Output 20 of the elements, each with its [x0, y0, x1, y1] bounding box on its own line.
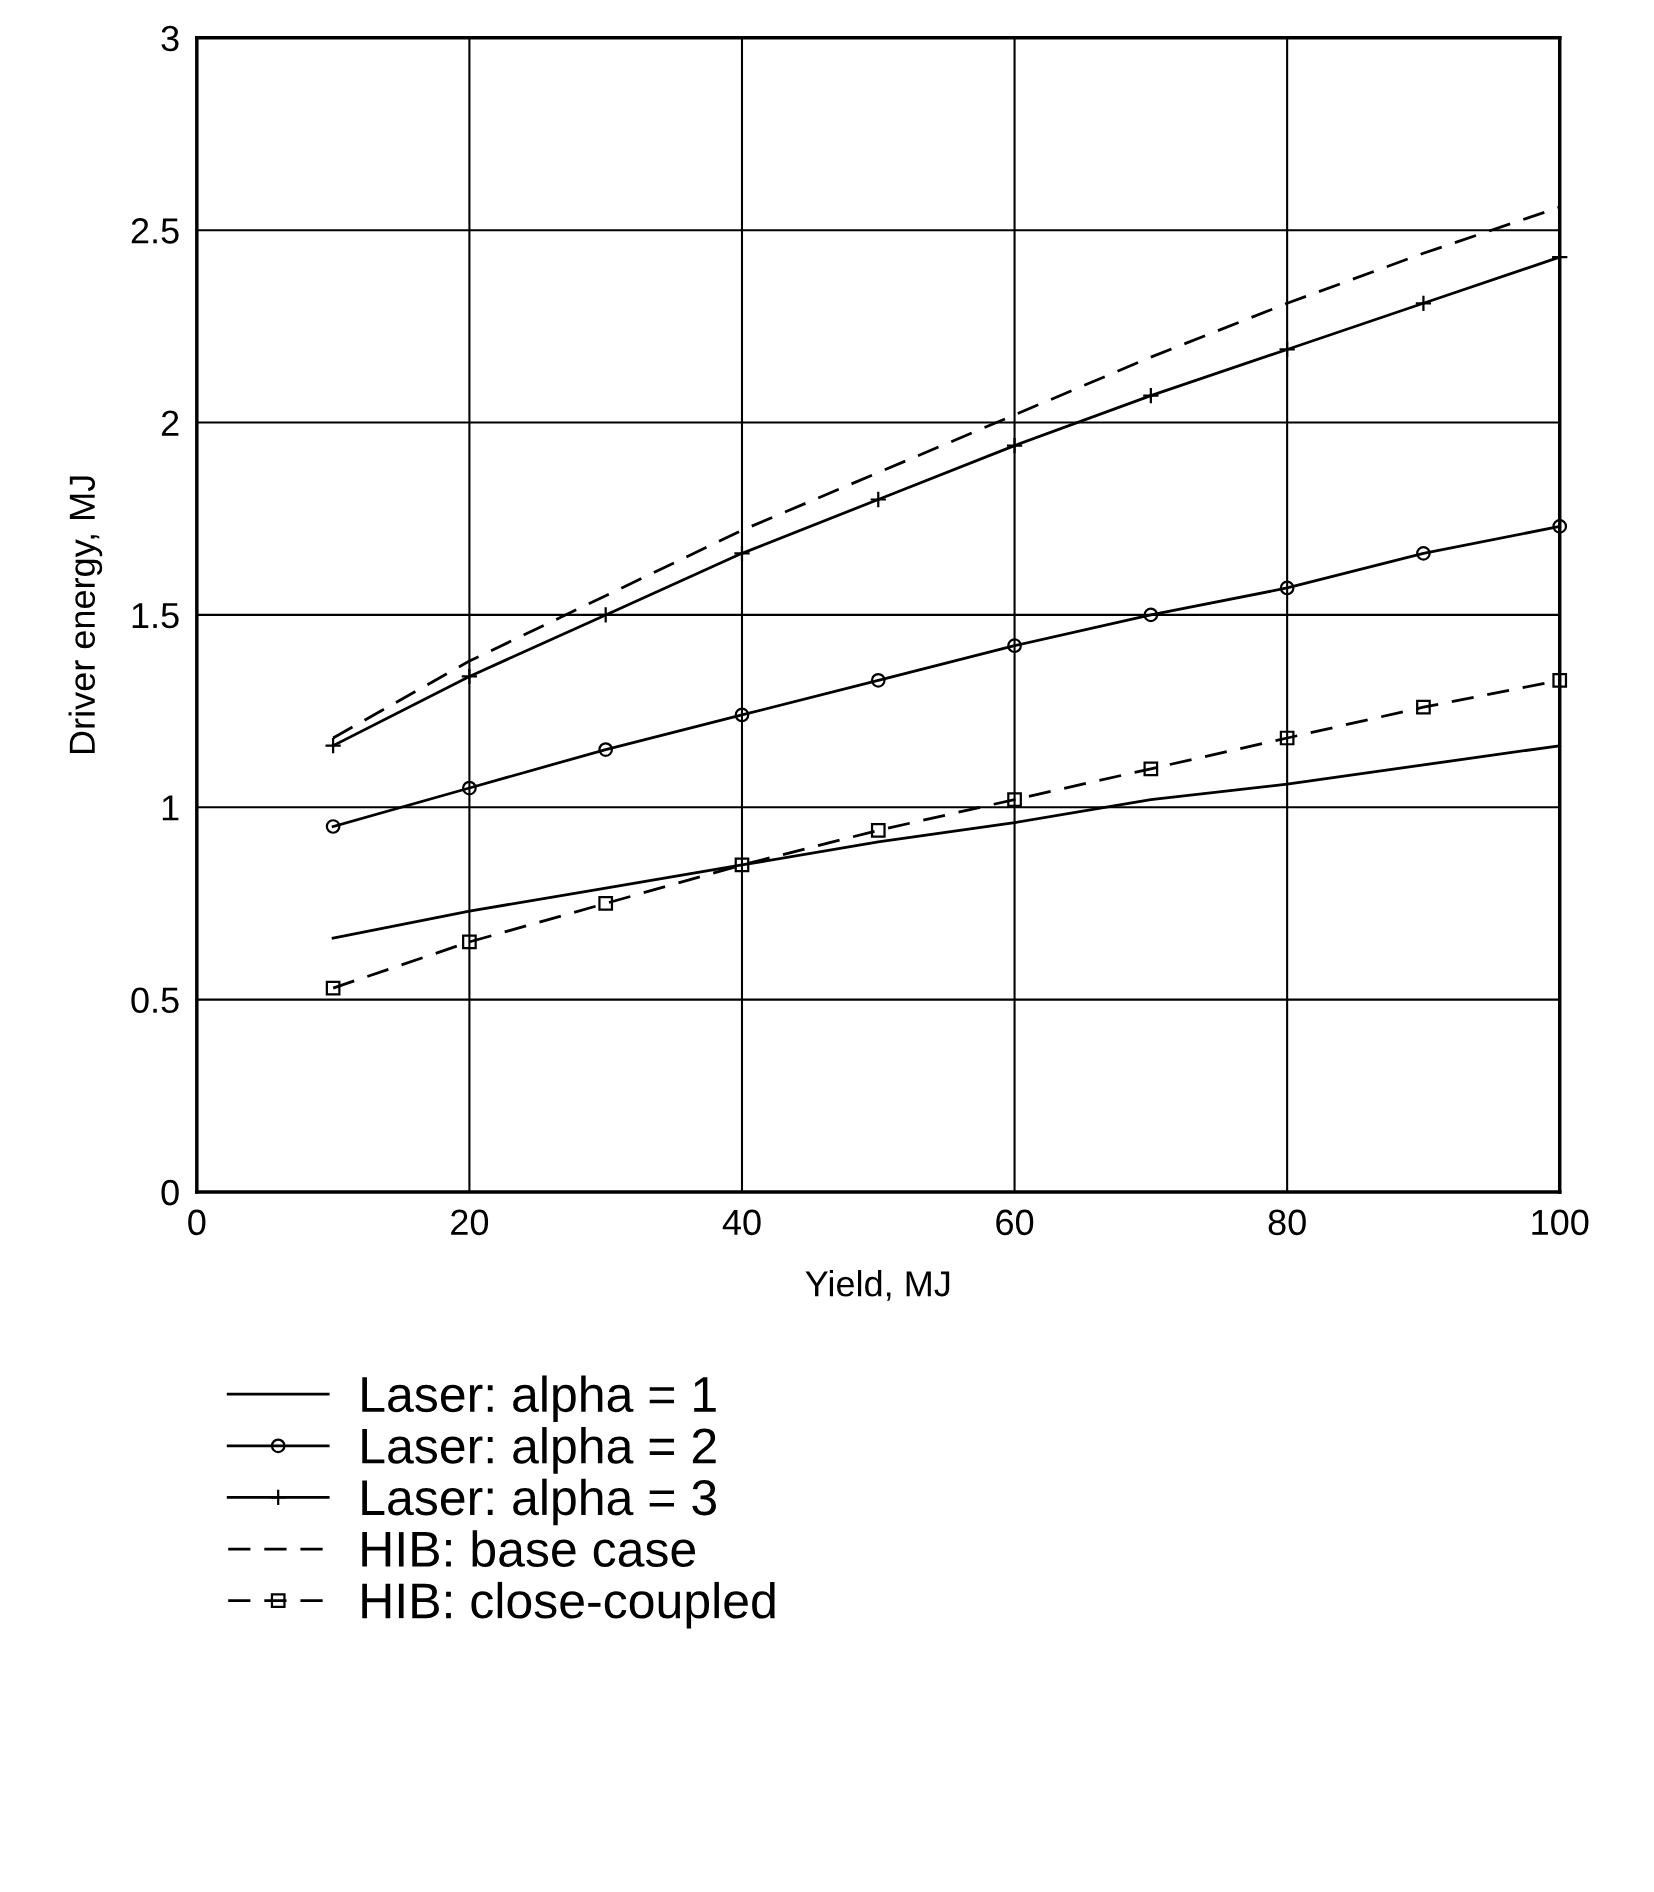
y-tick-label: 2 — [161, 410, 179, 436]
y-axis-title: Driver energy, MJ — [68, 476, 103, 754]
legend-label: Laser: alpha = 2 — [362, 1427, 716, 1474]
y-tick-label: 0.5 — [131, 987, 179, 1014]
x-tick-label: 0 — [188, 1209, 206, 1236]
x-axis-title: Yield, MJ — [805, 1270, 950, 1301]
legend-label: Laser: alpha = 1 — [362, 1375, 716, 1423]
legend-label: HIB: close-coupled — [362, 1581, 775, 1629]
x-tick-label: 20 — [451, 1209, 489, 1236]
legend-label: HIB: base case — [362, 1530, 696, 1568]
legend-label: Laser: alpha = 3 — [362, 1478, 716, 1526]
y-tick-label: 1.5 — [132, 603, 179, 629]
x-tick-label: 60 — [996, 1209, 1034, 1236]
x-tick-label: 100 — [1532, 1209, 1589, 1236]
x-tick-label: 40 — [722, 1209, 761, 1236]
y-tick-label: 3 — [161, 25, 179, 52]
x-tick-label: 80 — [1268, 1209, 1306, 1236]
y-tick-label: 0 — [161, 1179, 179, 1206]
y-tick-label: 2.5 — [131, 218, 179, 244]
y-tick-label: 1 — [162, 795, 179, 821]
